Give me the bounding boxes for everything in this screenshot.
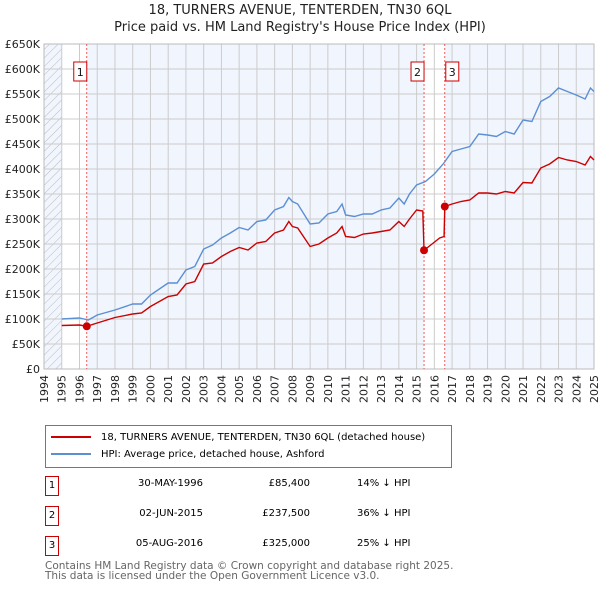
x-tick-label: 2024 [570,375,583,403]
price-chart: 1994 1995 1996 1997 1998 1999 2000 2001 2002 2003… [5,38,600,403]
x-tick-label: 2019 [482,375,495,403]
y-tick-label: £0 [26,363,40,376]
transaction-date: 05-AUG-2016 [135,538,203,549]
x-tick-label: 2004 [215,375,228,403]
legend-line-blue [51,453,91,455]
legend-label: 18, TURNERS AVENUE, TENTERDEN, TN30 6QL … [101,431,426,443]
y-tick-label: £500K [5,113,41,126]
chart-title: 18, TURNERS AVENUE, TENTERDEN, TN30 6QL [148,3,452,18]
x-tick-label: 2010 [322,375,335,403]
x-tick-label: 2013 [375,375,388,403]
sale-point [82,322,91,331]
sale-label-box [410,61,425,82]
y-tick-label: £550K [5,88,41,101]
legend-label: HPI: Average price, detached house, Ashf… [101,448,325,460]
x-tick-label: 2017 [446,375,459,403]
y-tick-label: £350K [5,188,41,201]
x-tick-label: 2002 [180,375,193,403]
x-tick-label: 2015 [411,375,424,403]
legend-line-red [51,436,91,438]
y-tick-label: £250K [5,238,41,251]
property-line [61,155,595,328]
y-tick-label: £50K [12,338,41,351]
transaction-row: 2 02-JUN-2015 £237,500 36% ↓ HPI [45,506,465,528]
y-tick-label: £400K [5,163,41,176]
y-tick-label: £100K [5,313,41,326]
x-tick-label: 1995 [56,375,69,403]
x-tick-label: 2003 [198,375,211,403]
transaction-num: 3 [45,536,59,556]
y-tick-label: £450K [5,138,41,151]
x-tick-label: 2011 [340,375,353,403]
legend-item-hpi: HPI: Average price, detached house, Ashf… [51,447,324,461]
transaction-num: 1 [45,476,59,496]
plot-background [44,44,594,369]
legend-item-property: 18, TURNERS AVENUE, TENTERDEN, TN30 6QL … [51,430,425,444]
x-tick-label: 2014 [393,375,406,403]
x-tick-label: 2016 [428,375,441,403]
y-tick-label: £200K [5,263,41,276]
sale-point [420,246,429,255]
footer-line-1: Contains HM Land Registry data © Crown c… [45,560,454,572]
sale-point [440,202,449,211]
transaction-row: 3 05-AUG-2016 £325,000 25% ↓ HPI [45,536,465,558]
y-tick-label: £600K [5,63,41,76]
transaction-hpi: 36% ↓ HPI [357,508,411,519]
transaction-num: 2 [45,506,59,526]
x-tick-label: 2000 [144,375,157,403]
x-tick-label: 1997 [91,375,104,403]
transaction-hpi: 14% ↓ HPI [357,478,411,489]
pre-data-hatch [44,44,62,369]
legend: 18, TURNERS AVENUE, TENTERDEN, TN30 6QL … [45,425,452,468]
transaction-price: £325,000 [262,538,310,549]
sale-label-box [445,61,460,82]
transaction-price: £85,400 [268,478,310,489]
x-tick-label: 2007 [269,375,282,403]
x-tick-label: 2005 [233,375,246,403]
transaction-hpi: 25% ↓ HPI [357,538,411,549]
footer-line-2: This data is licensed under the Open Gov… [45,570,380,582]
x-tick-label: 2020 [499,375,512,403]
x-tick-label: 2018 [464,375,477,403]
transaction-date: 30-MAY-1996 [137,478,203,489]
x-tick-label: 2021 [517,375,530,403]
x-tick-label: 2025 [588,375,600,403]
x-tick-label: 2023 [553,375,566,403]
plot-border [43,43,595,370]
transaction-price: £237,500 [262,508,310,519]
hpi-line [61,86,595,321]
y-tick-label: £300K [5,213,41,226]
chart-subtitle: Price paid vs. HM Land Registry's House … [114,20,486,35]
transaction-row: 1 30-MAY-1996 £85,400 14% ↓ HPI [45,476,465,498]
x-tick-label: 2001 [162,375,175,403]
sale-label: 2 [414,66,421,79]
x-tick-label: 1994 [38,375,51,403]
x-tick-label: 2006 [251,375,264,403]
x-tick-label: 2022 [535,375,548,403]
unshaded-region [61,44,87,369]
transaction-date: 02-JUN-2015 [139,508,203,519]
sale-label: 3 [449,66,456,79]
sale-label-box [73,61,88,82]
x-tick-label: 2012 [357,375,370,403]
y-tick-label: £150K [5,288,41,301]
x-tick-label: 2009 [304,375,317,403]
x-tick-label: 2008 [286,375,299,403]
x-tick-label: 1999 [127,375,140,403]
x-tick-label: 1996 [73,375,86,403]
y-tick-label: £650K [5,38,41,51]
sale-label: 1 [77,66,84,79]
x-tick-label: 1998 [109,375,122,403]
